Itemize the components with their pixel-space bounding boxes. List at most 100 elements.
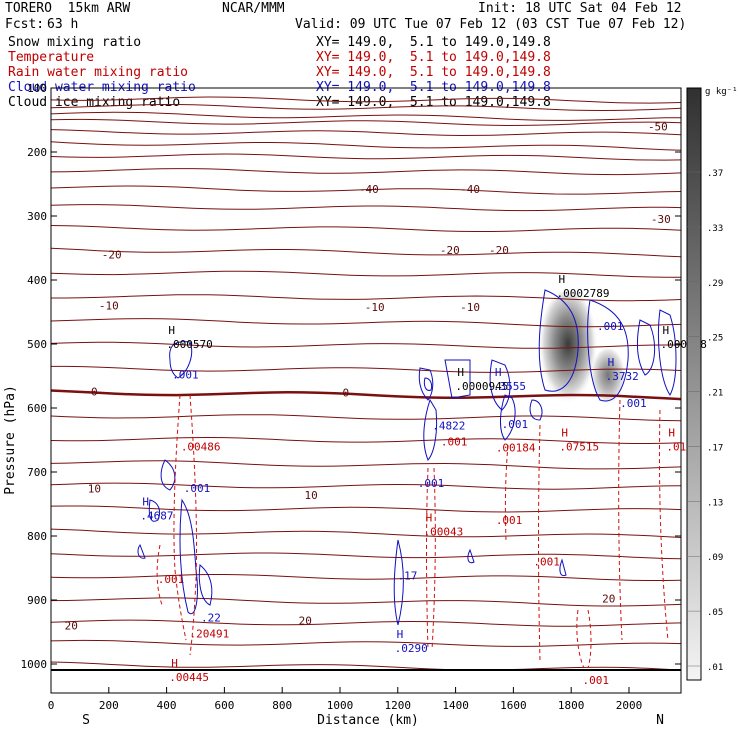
extremum-value: .00445	[169, 671, 209, 684]
extremum-marker: H	[457, 366, 464, 379]
init-time: Init: 18 UTC Sat 04 Feb 12	[478, 1, 682, 16]
isotherm	[50, 661, 682, 671]
isotherm	[50, 482, 682, 490]
isotherm	[50, 225, 682, 232]
extremum-value: .001	[158, 573, 185, 586]
isotherm	[51, 294, 682, 302]
extremum-value: .000570	[166, 338, 212, 351]
extremum-value: .0002789	[557, 287, 610, 300]
isotherm-label: 10	[88, 483, 101, 496]
extremum-value: .001	[533, 556, 560, 569]
isotherm-label: -30	[651, 213, 671, 226]
extremum-value: .0290	[395, 642, 428, 655]
extremum-value: .4822	[432, 419, 465, 432]
extremum-marker: H	[559, 273, 566, 286]
x-axis-label: Distance (km)	[317, 713, 419, 728]
isotherm	[50, 247, 682, 258]
temperature-isotherms	[50, 96, 682, 671]
colorbar-label: .13	[707, 498, 723, 508]
isotherm	[50, 505, 682, 513]
extremum-value: .3555	[493, 380, 526, 393]
extremum-value: .07515	[559, 440, 599, 453]
x-tick-label: 800	[272, 699, 292, 712]
isotherm-label: 0	[342, 387, 349, 400]
extremum-value: .00486	[181, 440, 221, 453]
isotherm	[50, 270, 681, 278]
x-tick-label: 0	[48, 699, 55, 712]
colorbar-label: .37	[707, 169, 723, 179]
extremum-value: .001	[583, 674, 610, 687]
freezing-isotherm	[50, 389, 682, 401]
extremum-value: .4687	[140, 510, 173, 523]
extremum-value: .001	[496, 514, 523, 527]
isotherm-label: -50	[648, 120, 668, 133]
extremum-marker: H	[495, 366, 502, 379]
isotherm-label: -20	[102, 248, 122, 261]
isotherm	[50, 96, 682, 104]
colorbar: g kg⁻¹ .37 .33 .29 .25 .21 .17 .13 .09 .05 .01	[686, 87, 738, 681]
x-tick-label: 1000	[327, 699, 354, 712]
model-title: TORERO 15km ARW	[5, 1, 131, 16]
colorbar-label: .29	[707, 279, 723, 289]
isotherm-label: -40	[460, 183, 480, 196]
plot-frame	[50, 87, 682, 694]
x-tick-label: 400	[157, 699, 177, 712]
isotherm	[50, 141, 682, 151]
cloud-water-contours	[137, 289, 677, 626]
colorbar-label: .33	[707, 224, 723, 234]
extremum-marker: H	[561, 426, 568, 439]
extremum-value: .00184	[496, 442, 536, 455]
isotherm	[50, 104, 682, 112]
x-tick-label: 2000	[616, 699, 643, 712]
colorbar-label: .17	[707, 443, 723, 453]
colorbar-label: .05	[707, 608, 723, 618]
isotherm-label: -10	[365, 301, 385, 314]
y-tick-label: 800	[27, 530, 47, 543]
extremum-value: .00043	[424, 526, 464, 539]
isotherm	[50, 153, 682, 161]
x-tick-label: 1800	[558, 699, 585, 712]
field-xy-temperature: XY= 149.0, 5.1 to 149.0,149.8	[316, 50, 551, 65]
y-tick-label: 500	[27, 338, 47, 351]
y-tick-label: 900	[27, 594, 47, 607]
y-tick-label: 300	[27, 210, 47, 223]
isotherm	[50, 414, 682, 422]
extremum-marker: H	[142, 496, 149, 509]
isotherm-label: -20	[440, 244, 460, 257]
extremum-value: .0000945	[455, 380, 508, 393]
isotherm	[50, 111, 682, 121]
y-tick-label: 1000	[21, 658, 48, 671]
isotherm	[50, 639, 682, 647]
isotherm	[50, 185, 682, 195]
field-label-temperature: Temperature	[8, 50, 95, 65]
isotherm-label: -40	[359, 183, 379, 196]
extremum-value: .001	[597, 320, 624, 333]
snow-shading	[538, 290, 626, 410]
isotherm-label: -10	[460, 301, 480, 314]
isotherm-label: 20	[65, 620, 78, 633]
extremum-value: .001	[620, 397, 647, 410]
extremum-value: .22	[201, 611, 221, 624]
field-xy-rain: XY= 149.0, 5.1 to 149.0,149.8	[316, 65, 551, 80]
extremum-value: .001	[441, 435, 468, 448]
isotherm	[50, 118, 682, 127]
isotherm	[51, 365, 682, 373]
extremum-marker: H	[397, 628, 404, 641]
endpoint-north: N	[656, 713, 664, 728]
isotherm-labels: -50 -40 -40 -30 -20 -20 -20 -10 -10 -10 0 0 10 10 20 20…	[65, 120, 671, 632]
isotherm-label: -20	[489, 244, 509, 257]
x-tick-label: 1600	[500, 699, 527, 712]
isotherm	[50, 552, 682, 560]
colorbar-unit: g kg⁻¹	[705, 87, 738, 97]
field-xy-snow: XY= 149.0, 5.1 to 149.0,149.8	[316, 35, 551, 50]
extremum-marker: H	[426, 512, 433, 525]
isotherm	[50, 619, 682, 627]
isotherm-label: 20	[299, 614, 312, 627]
extremum-marker: H	[608, 356, 615, 369]
isotherm	[50, 168, 682, 176]
extremum-value: .3732	[606, 370, 639, 383]
y-tick-label: 700	[27, 466, 47, 479]
extremum-marker: H	[168, 324, 175, 337]
colorbar-label: .21	[707, 389, 723, 399]
